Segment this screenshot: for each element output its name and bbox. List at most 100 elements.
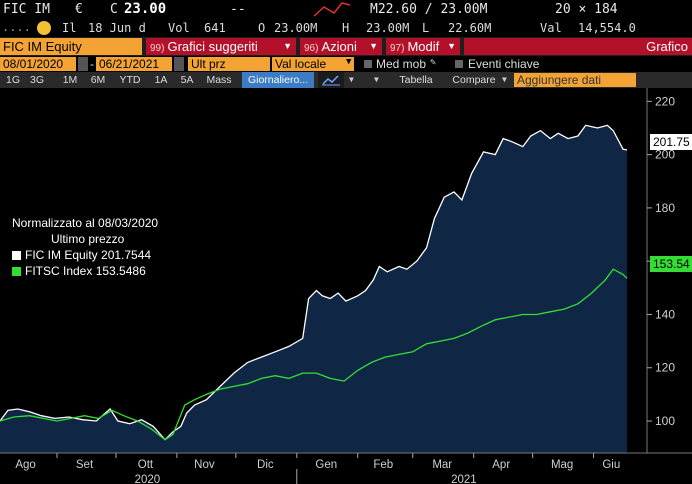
end-date-field[interactable]: 06/21/2021 <box>96 57 172 71</box>
grafici-suggeriti-menu[interactable]: 99) Grafici suggeriti ▼ <box>146 38 296 55</box>
compare-button[interactable]: Compare <box>452 74 496 86</box>
x-tick-label: Gen <box>315 459 337 471</box>
line-chart-icon[interactable] <box>318 72 344 88</box>
chevron-down-icon[interactable]: ▼ <box>349 75 354 84</box>
menu-number: 97) <box>390 43 405 54</box>
calendar-icon[interactable] <box>174 57 184 71</box>
series-line-fic <box>0 124 628 441</box>
legend-subtitle: Ultimo prezzo <box>51 232 125 246</box>
frequency-select[interactable]: Giornaliero... <box>242 72 314 88</box>
change-dash: -- <box>230 2 246 17</box>
quote-header: FIC IM € C 23.00 -- M22.60 / 23.00M 20 ×… <box>0 0 692 19</box>
chart-inputs: 08/01/2020 - 06/21/2021 Ult prz Val loca… <box>0 56 692 72</box>
chevron-down-icon: ▼ <box>447 41 456 51</box>
tab-5a[interactable]: 5A <box>180 74 194 86</box>
close-label: C <box>110 2 118 17</box>
legend-swatch <box>12 251 21 260</box>
ticker[interactable]: FIC IM <box>3 2 50 17</box>
add-data-input[interactable]: Aggiungere dati <box>514 73 636 87</box>
open-price: 23.00M <box>274 21 318 35</box>
bid-ask: M22.60 / 23.00M <box>370 2 488 17</box>
y-tick-label: 140 <box>655 307 675 321</box>
tab-6m[interactable]: 6M <box>90 74 106 86</box>
high-label: H <box>342 21 350 35</box>
currency-select[interactable]: Val locale <box>272 57 354 71</box>
tab-3g[interactable]: 3G <box>29 74 44 86</box>
menu-label: Modif <box>407 39 440 54</box>
y-tick-label: 200 <box>655 148 675 162</box>
period-tabs: 1G 3G 1M 6M YTD 1A 5A Mass Giornaliero..… <box>0 72 692 88</box>
date-separator: - <box>90 57 94 71</box>
x-tick-label: Giu <box>602 459 620 471</box>
x-tick-label: Apr <box>492 459 510 471</box>
chevron-down-icon: ▼ <box>369 41 378 51</box>
tab-1a[interactable]: 1A <box>154 74 168 86</box>
price-type-select[interactable]: Ult prz <box>188 57 270 71</box>
med-mob-label: Med mob <box>376 57 427 71</box>
security-field[interactable]: FIC IM Equity <box>0 38 142 55</box>
date-label: Il <box>62 21 77 35</box>
legend-title: Normalizzato al 08/03/2020 <box>12 216 159 230</box>
tabella-button[interactable]: Tabella <box>399 74 433 86</box>
eventi-checkbox[interactable] <box>455 60 463 68</box>
x-tick-label: Nov <box>194 459 215 471</box>
tab-mass[interactable]: Mass <box>206 74 232 86</box>
year-label: 2020 <box>135 474 161 484</box>
price-chart[interactable]: 100120140160180200220AgoSetOttNovDicGenF… <box>0 88 692 484</box>
x-tick-label: Mag <box>551 459 573 471</box>
legend-swatch <box>12 267 21 276</box>
calendar-icon[interactable] <box>78 57 88 71</box>
legend-item-fic: FIC IM Equity 201.7544 <box>12 248 151 262</box>
last-value-fic: 201.75 <box>650 134 692 150</box>
high-price: 23.00M <box>366 21 410 35</box>
menu-label: Grafici suggeriti <box>167 39 258 54</box>
vol-label: Vol <box>168 21 190 35</box>
legend-name: FITSC Index <box>25 264 93 278</box>
menu-number: 96) <box>304 43 319 54</box>
value-label: Val <box>540 21 562 35</box>
start-date-field[interactable]: 08/01/2020 <box>0 57 76 71</box>
y-tick-label: 100 <box>655 414 675 428</box>
fic-area <box>0 125 627 454</box>
x-tick-label: Mar <box>432 459 452 471</box>
sparkline-icon <box>313 2 351 17</box>
menu-label: Azioni <box>321 39 357 54</box>
menu-number: 99) <box>150 43 165 54</box>
dots: .... <box>2 20 31 34</box>
x-tick-label: Ago <box>15 459 35 471</box>
bid-ask-size: 20 × 184 <box>555 2 618 17</box>
tab-1m[interactable]: 1M <box>62 74 78 86</box>
quote-date: 18 Jun d <box>88 21 146 35</box>
y-tick-label: 180 <box>655 201 675 215</box>
modif-menu[interactable]: 97) Modif ▼ <box>386 38 460 55</box>
y-tick-label: 220 <box>655 94 675 108</box>
series-line-fitsc <box>0 268 628 441</box>
chevron-down-icon: ▼ <box>346 57 352 67</box>
eventi-label: Eventi chiave <box>468 57 540 71</box>
chevron-down-icon: ▼ <box>502 75 507 84</box>
low-price: 22.60M <box>448 21 492 35</box>
traded-value: 14,554.0 <box>578 21 636 35</box>
azioni-menu[interactable]: 96) Azioni ▼ <box>300 38 382 55</box>
legend-name: FIC IM Equity <box>25 248 98 262</box>
x-tick-label: Ott <box>138 459 154 471</box>
chevron-down-icon: ▼ <box>283 41 292 51</box>
x-tick-label: Set <box>76 459 94 471</box>
quote-stats: .... Il 18 Jun d Vol 641 O 23.00M H 23.0… <box>0 19 692 37</box>
trade-icon <box>37 21 51 35</box>
function-bar: FIC IM Equity 99) Grafici suggeriti ▼ 96)… <box>0 37 692 56</box>
x-tick-label: Dic <box>257 459 274 471</box>
low-label: L <box>422 21 430 35</box>
last-price: 23.00 <box>124 1 167 17</box>
currency-symbol: € <box>75 2 83 17</box>
year-label: 2021 <box>451 474 477 484</box>
open-label: O <box>258 21 266 35</box>
tab-ytd[interactable]: YTD <box>119 74 141 86</box>
med-mob-checkbox[interactable] <box>364 60 372 68</box>
chart-svg: 100120140160180200220AgoSetOttNovDicGenF… <box>0 88 692 484</box>
chevron-down-icon[interactable]: ▼ <box>374 75 379 84</box>
tab-1g[interactable]: 1G <box>5 74 20 86</box>
legend-item-fitsc: FITSC Index 153.5486 <box>12 264 146 278</box>
edit-icon[interactable]: ✎ <box>430 57 437 68</box>
chart-legend: Normalizzato al 08/03/2020 Ultimo prezzo… <box>6 211 182 281</box>
